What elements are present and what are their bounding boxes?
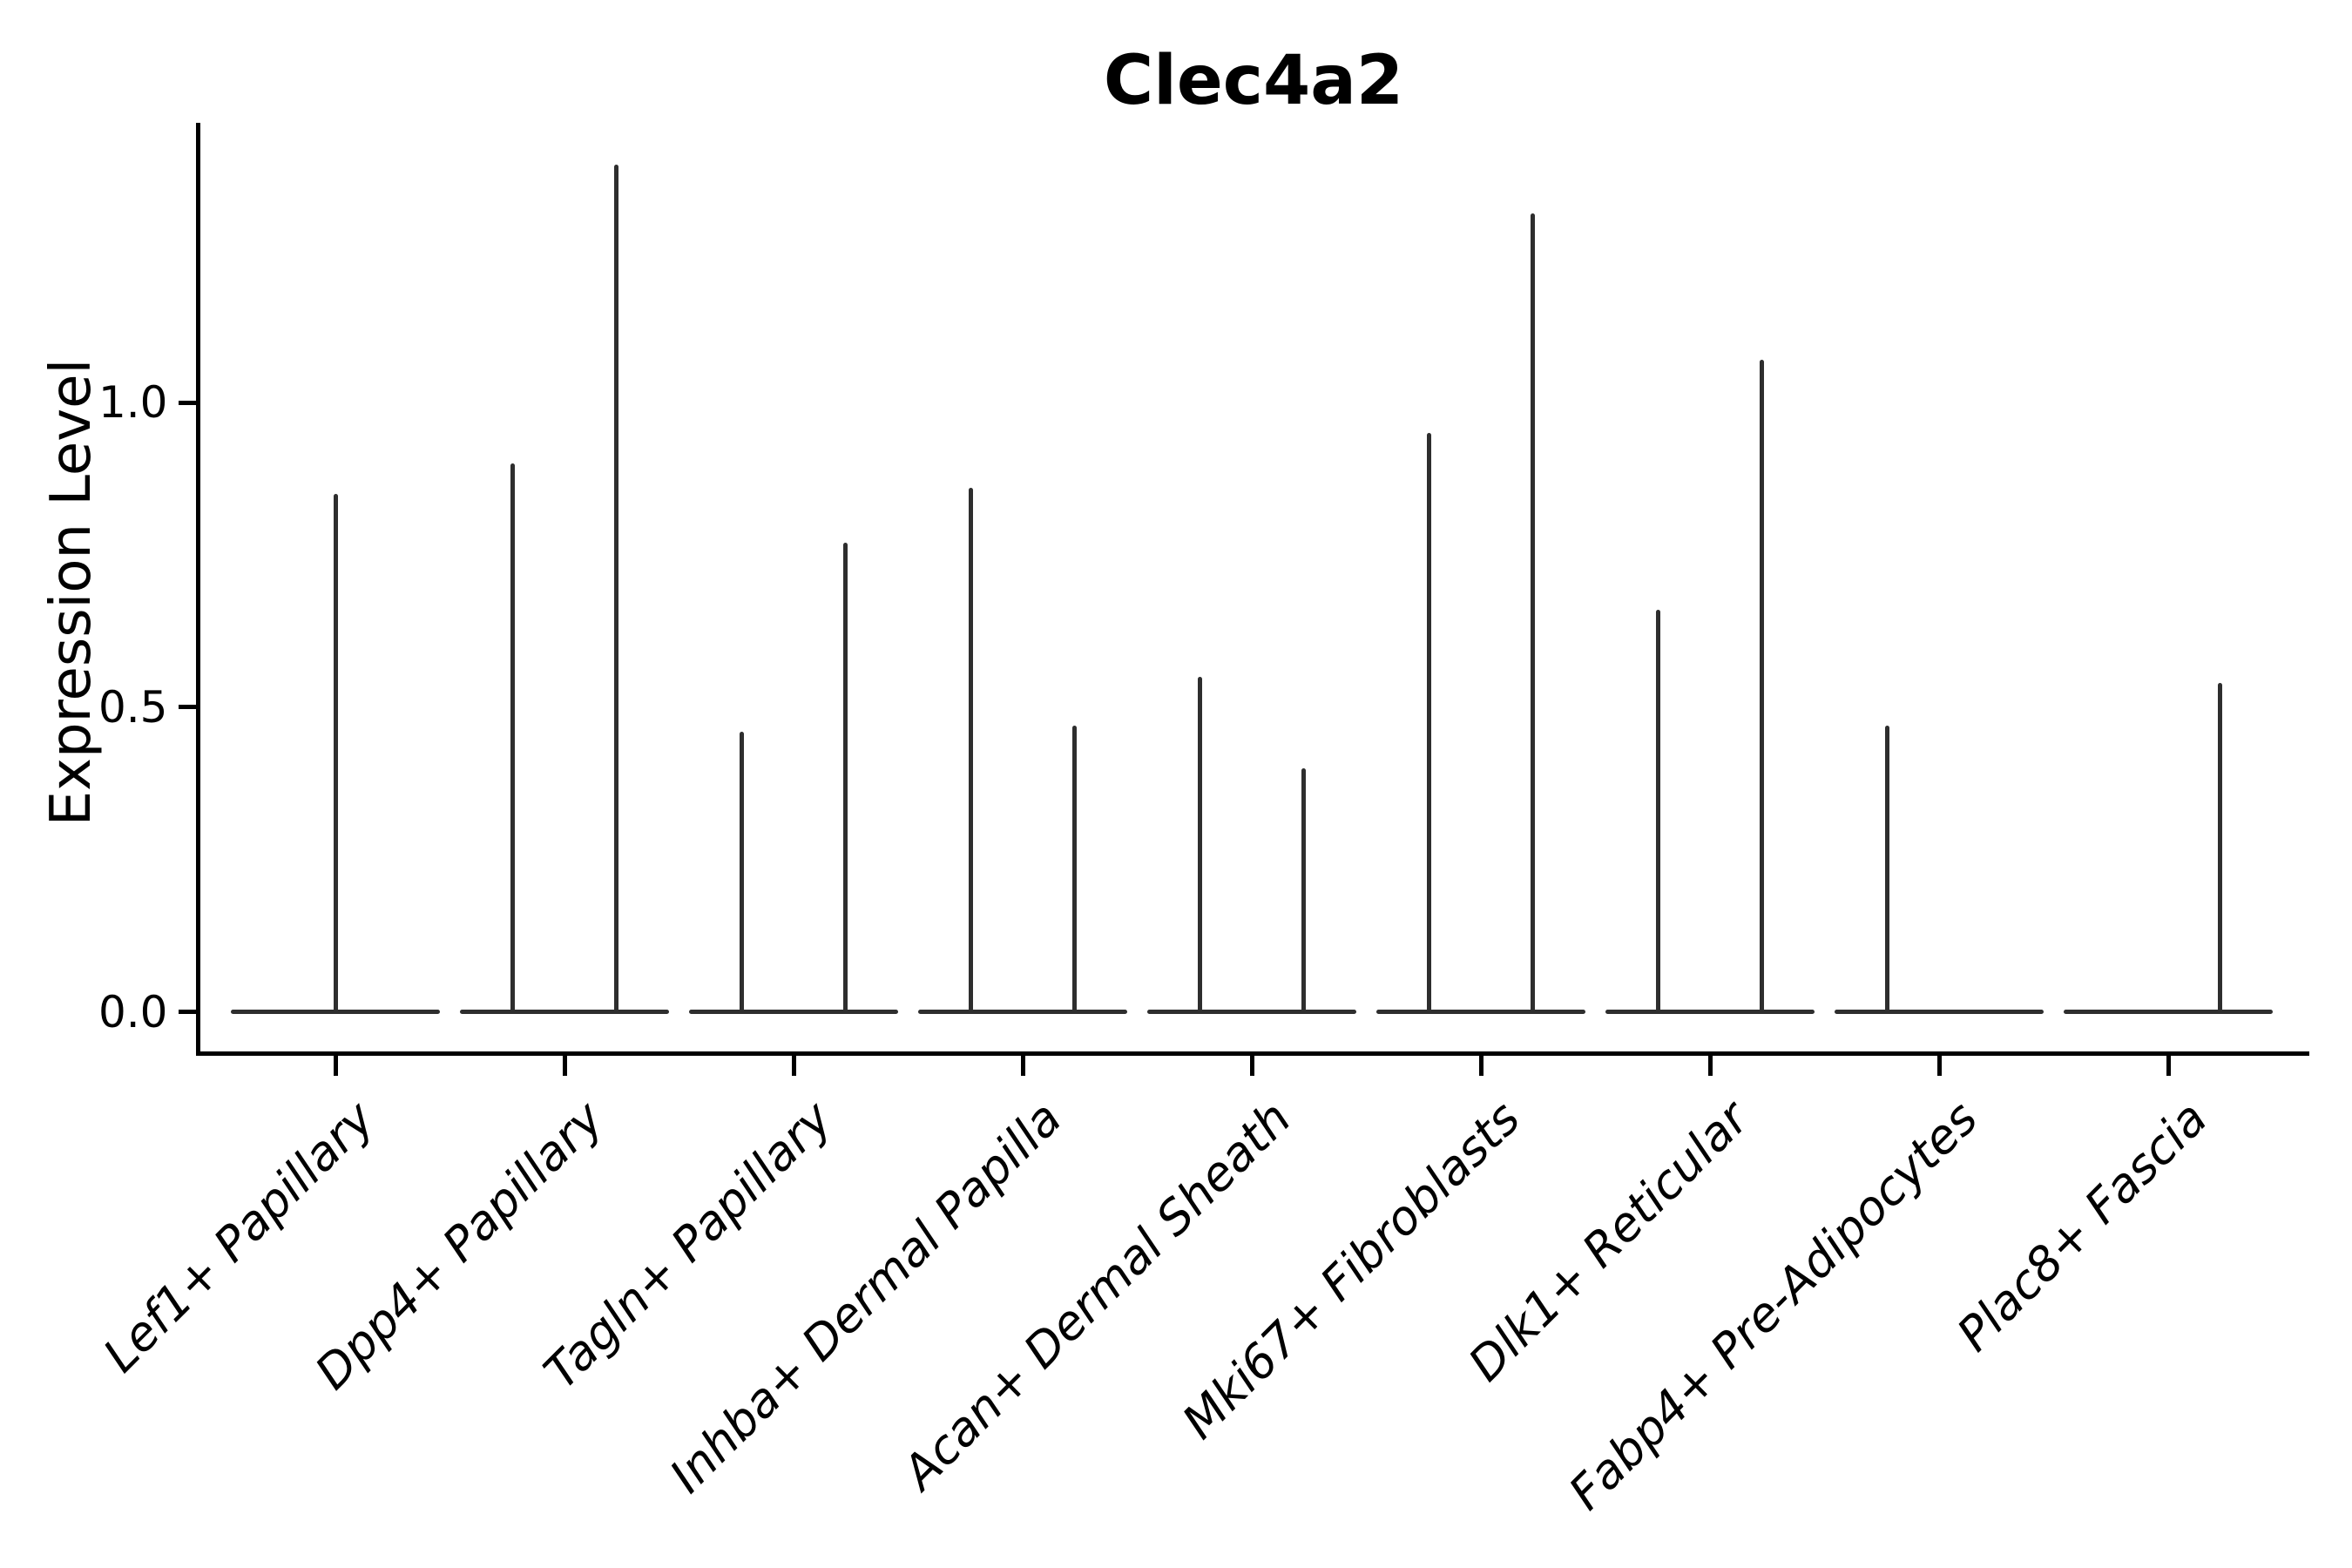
violin-spike [1071,725,1077,1012]
violin-spike [1530,213,1535,1012]
violin-spike [1656,609,1661,1012]
x-tick-mark [1020,1055,1025,1076]
violin-baseline [231,1010,440,1014]
violin-spike [1301,767,1306,1012]
x-tick-mark [1249,1055,1254,1076]
violin-spike [2217,682,2222,1012]
violin-baseline [689,1010,898,1014]
x-tick-mark [562,1055,567,1076]
violin-baseline [460,1010,669,1014]
violin-baseline [1605,1010,1815,1014]
y-tick-mark [178,705,199,710]
violin-baseline [2064,1010,2273,1014]
x-tick-label: Plac8+ Fascia [1946,1091,2218,1362]
x-tick-mark [791,1055,796,1076]
y-axis-spine [196,123,200,1056]
violin-spike [1885,725,1890,1012]
x-tick-mark [1936,1055,1942,1076]
y-tick-mark [178,400,199,405]
chart-title: Clec4a2 [1103,42,1404,120]
violin-spike [1427,432,1432,1012]
x-tick-label: Inhba+ Dermal Papilla [659,1091,1072,1504]
violin-baseline [1835,1010,2044,1014]
y-tick-label: 0.5 [98,681,168,733]
y-tick-label: 1.0 [98,377,168,428]
violin-spike [1198,676,1203,1012]
x-tick-label: Acan+ Dermal Sheath [891,1091,1301,1500]
x-tick-mark [333,1055,338,1076]
x-tick-mark [2166,1055,2171,1076]
x-axis-spine [196,1051,2309,1056]
violin-baseline [1147,1010,1356,1014]
y-tick-label: 0.0 [98,986,168,1037]
violin-spike [1759,360,1764,1012]
violin-spike [510,463,516,1012]
violin-spike [969,487,974,1012]
violin-spike [740,731,745,1012]
violin-baseline [1376,1010,1585,1014]
violin-spike [842,542,848,1012]
x-tick-mark [1707,1055,1713,1076]
violin-baseline [918,1010,1127,1014]
violin-spike [333,493,338,1012]
violin-spike [613,165,618,1012]
y-tick-mark [178,1010,199,1014]
x-tick-label: Fabp4+ Pre-Adipocytes [1558,1091,1989,1521]
x-tick-mark [1478,1055,1484,1076]
